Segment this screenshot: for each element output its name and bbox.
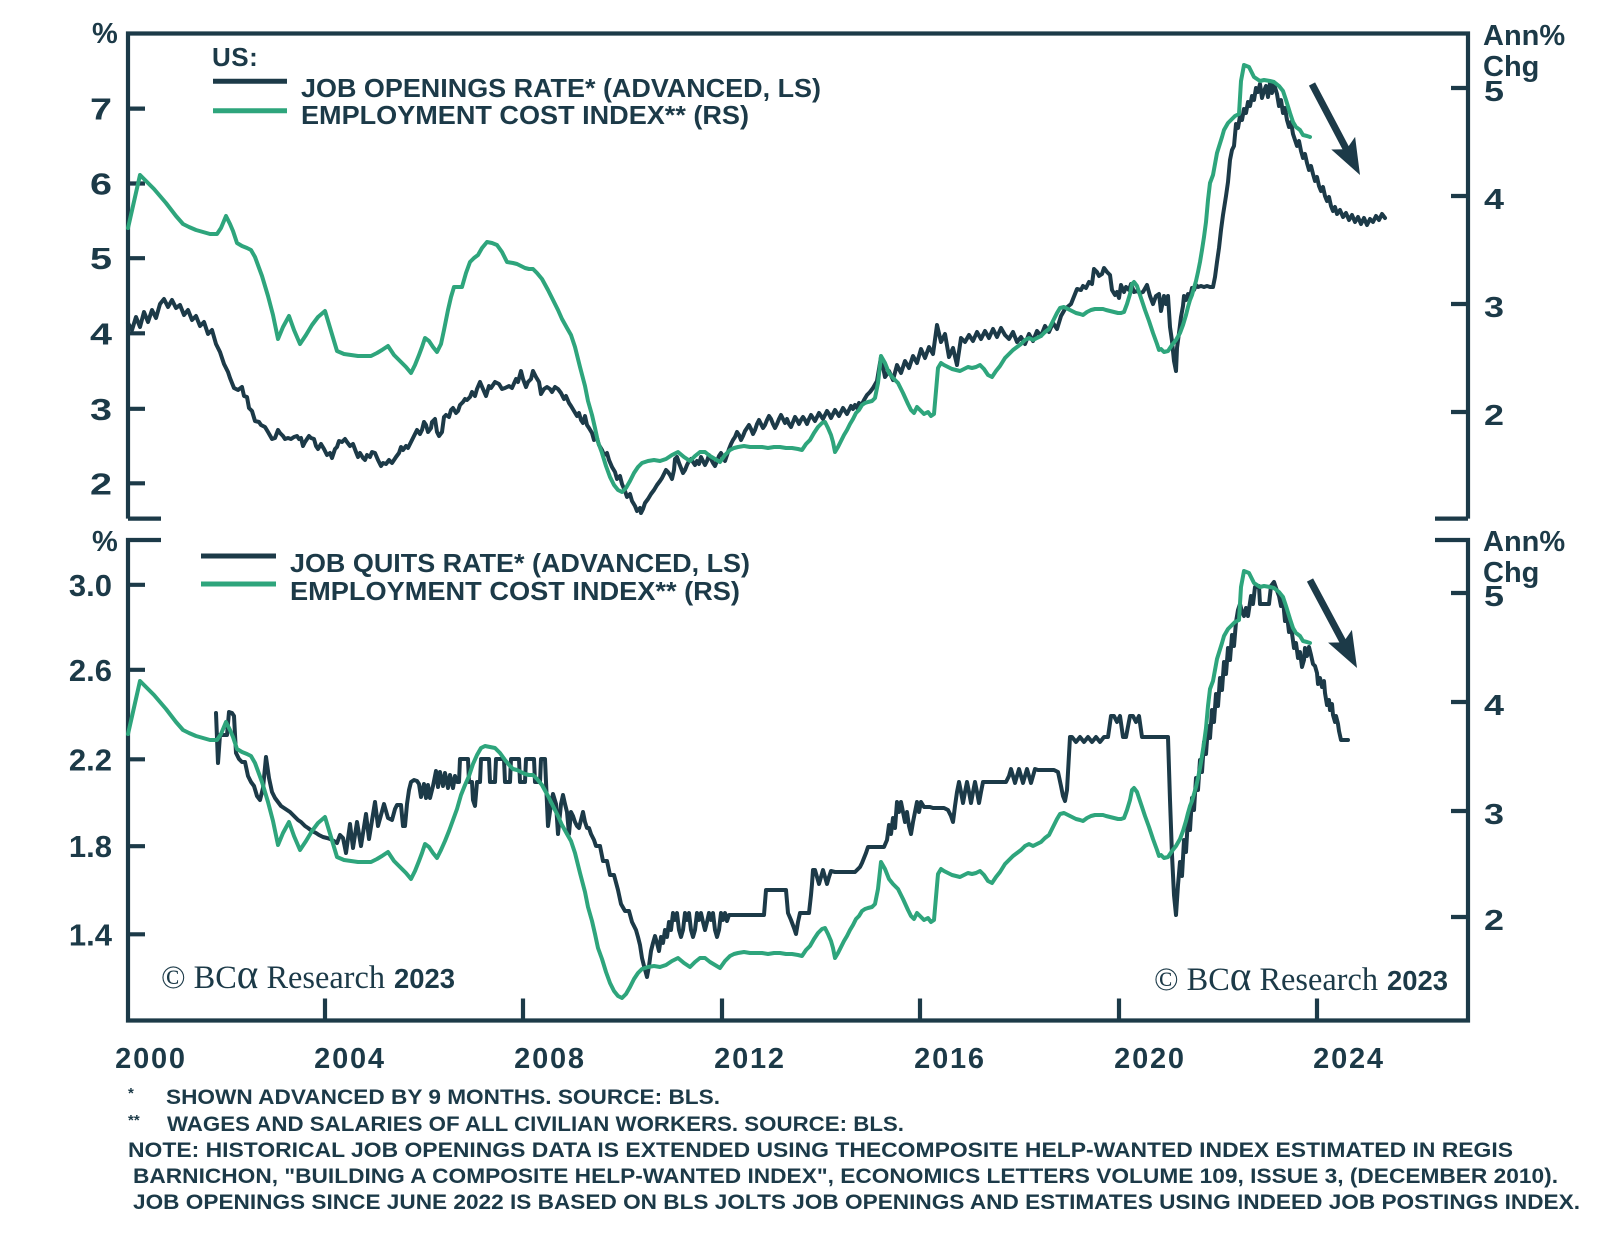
svg-text:5: 5 (1484, 76, 1504, 108)
svg-text:WAGES AND SALARIES OF ALL CIVI: WAGES AND SALARIES OF ALL CIVILIAN WORKE… (167, 1113, 904, 1136)
svg-text:Ann%: Ann% (1483, 20, 1565, 52)
svg-text:EMPLOYMENT COST INDEX** (RS): EMPLOYMENT COST INDEX** (RS) (301, 100, 749, 130)
svg-text:1.4: 1.4 (69, 917, 113, 952)
svg-text:Chg: Chg (1483, 51, 1539, 83)
svg-text:5: 5 (90, 241, 112, 276)
svg-text:4: 4 (1484, 690, 1504, 722)
svg-text:3: 3 (1484, 799, 1504, 831)
svg-text:4: 4 (1484, 184, 1504, 216)
svg-text:JOB OPENINGS SINCE JUNE 2022 I: JOB OPENINGS SINCE JUNE 2022 IS BASED ON… (133, 1191, 1580, 1214)
svg-text:2000: 2000 (115, 1043, 187, 1075)
svg-text:JOB OPENINGS RATE* (ADVANCED,: JOB OPENINGS RATE* (ADVANCED, LS) (301, 73, 821, 103)
svg-text:4: 4 (90, 316, 113, 351)
svg-text:5: 5 (1484, 581, 1504, 613)
svg-text:6: 6 (90, 167, 112, 202)
svg-text:1.8: 1.8 (69, 829, 112, 864)
svg-text:%: % (92, 18, 118, 50)
svg-text:%: % (92, 526, 118, 558)
svg-text:2004: 2004 (314, 1043, 386, 1075)
svg-text:2: 2 (1484, 400, 1504, 432)
svg-text:© BCα Research: © BCα Research (1154, 954, 1378, 1000)
svg-text:2020: 2020 (1114, 1043, 1186, 1075)
svg-text:2016: 2016 (914, 1043, 986, 1075)
svg-text:2.6: 2.6 (69, 653, 112, 688)
svg-text:US:: US: (212, 42, 258, 72)
svg-text:2023: 2023 (1387, 965, 1448, 996)
svg-text:2024: 2024 (1313, 1043, 1385, 1075)
svg-text:2023: 2023 (394, 963, 455, 994)
svg-text:Chg: Chg (1483, 557, 1539, 589)
svg-text:2012: 2012 (714, 1043, 786, 1075)
svg-text:*: * (128, 1085, 134, 1102)
svg-text:BARNICHON, "BUILDING A COMPOSI: BARNICHON, "BUILDING A COMPOSITE HELP-WA… (133, 1165, 1558, 1188)
svg-text:7: 7 (90, 92, 112, 127)
svg-text:© BCα Research: © BCα Research (161, 952, 385, 998)
svg-text:JOB QUITS RATE* (ADVANCED, LS): JOB QUITS RATE* (ADVANCED, LS) (290, 548, 750, 578)
svg-text:2: 2 (1484, 905, 1504, 937)
svg-text:**: ** (128, 1112, 140, 1129)
svg-text:EMPLOYMENT COST INDEX** (RS): EMPLOYMENT COST INDEX** (RS) (290, 576, 740, 606)
svg-text:NOTE: HISTORICAL JOB OPENINGS: NOTE: HISTORICAL JOB OPENINGS DATA IS EX… (128, 1139, 1513, 1162)
svg-text:3: 3 (90, 392, 112, 427)
svg-text:2.2: 2.2 (69, 742, 112, 777)
svg-text:2: 2 (90, 466, 112, 501)
svg-text:SHOWN ADVANCED BY 9 MONTHS. SO: SHOWN ADVANCED BY 9 MONTHS. SOURCE: BLS. (166, 1086, 720, 1109)
svg-text:Ann%: Ann% (1483, 526, 1565, 558)
svg-text:2008: 2008 (514, 1043, 586, 1075)
svg-text:3: 3 (1484, 292, 1504, 324)
svg-text:3.0: 3.0 (69, 568, 112, 603)
